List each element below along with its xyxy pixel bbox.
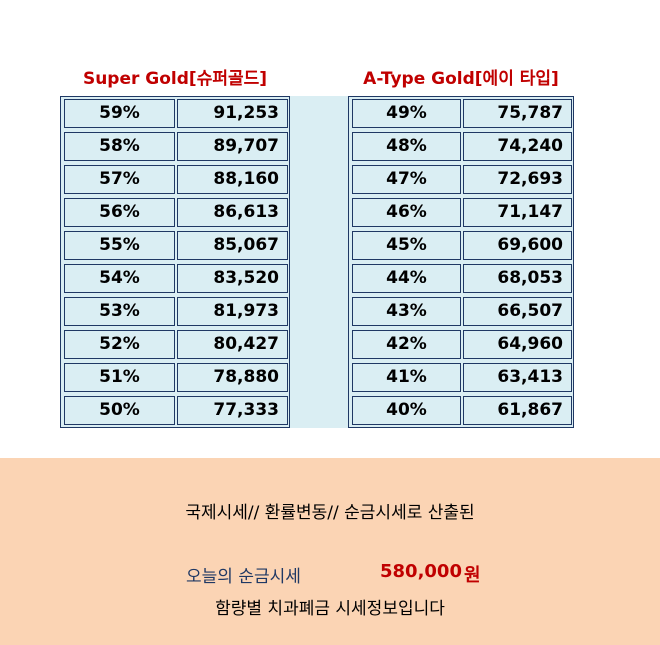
percent-cell: 47% [352,165,461,194]
percent-cell: 40% [352,396,461,425]
percent-cell: 42% [352,330,461,359]
table-row: 59% 91,253 [61,97,289,130]
footer-description-text: 함량별 치과폐금 시세정보입니다 [215,599,445,619]
price-cell: 71,147 [463,198,572,227]
table-row: 52% 80,427 [61,328,289,361]
table-row: 57% 88,160 [61,163,289,196]
price-cell: 77,333 [177,396,288,425]
table-spacer-band [290,96,348,428]
table-row: 43% 66,507 [349,295,573,328]
table-row: 46% 71,147 [349,196,573,229]
price-cell: 75,787 [463,99,572,128]
price-cell: 80,427 [177,330,288,359]
table-row: 55% 85,067 [61,229,289,262]
percent-cell: 45% [352,231,461,260]
title-super-gold: Super Gold[슈퍼골드] [82,69,268,89]
table-row: 42% 64,960 [349,328,573,361]
table-row: 47% 72,693 [349,163,573,196]
table-row: 58% 89,707 [61,130,289,163]
percent-cell: 57% [64,165,175,194]
percent-cell: 59% [64,99,175,128]
price-cell: 61,867 [463,396,572,425]
price-cell: 72,693 [463,165,572,194]
price-cell: 63,413 [463,363,572,392]
percent-cell: 41% [352,363,461,392]
today-price-unit: 원 [464,565,481,586]
price-cell: 91,253 [177,99,288,128]
percent-cell: 56% [64,198,175,227]
price-cell: 66,507 [463,297,572,326]
percent-cell: 49% [352,99,461,128]
table-row: 44% 68,053 [349,262,573,295]
price-cell: 85,067 [177,231,288,260]
table-row: 41% 63,413 [349,361,573,394]
percent-cell: 43% [352,297,461,326]
table-row: 49% 75,787 [349,97,573,130]
price-cell: 74,240 [463,132,572,161]
percent-cell: 46% [352,198,461,227]
percent-cell: 53% [64,297,175,326]
price-cell: 78,880 [177,363,288,392]
table-row: 40% 61,867 [349,394,573,427]
percent-cell: 44% [352,264,461,293]
price-cell: 86,613 [177,198,288,227]
table-row: 53% 81,973 [61,295,289,328]
price-cell: 64,960 [463,330,572,359]
table-row: 48% 74,240 [349,130,573,163]
a-type-gold-table: 49% 75,787 48% 74,240 47% 72,693 46% 71,147 45% 6… [348,96,574,428]
title-a-type-gold: A-Type Gold[에이 타입] [363,69,559,89]
percent-cell: 58% [64,132,175,161]
price-cell: 89,707 [177,132,288,161]
table-row: 56% 86,613 [61,196,289,229]
today-price-line: 오늘의 순금시세 580,000 원 [186,560,506,587]
price-cell: 83,520 [177,264,288,293]
table-row: 54% 83,520 [61,262,289,295]
price-cell: 81,973 [177,297,288,326]
footer-basis-text: 국제시세// 환률변동// 순금시세로 산출된 [185,503,475,523]
table-row: 50% 77,333 [61,394,289,427]
price-cell: 88,160 [177,165,288,194]
percent-cell: 52% [64,330,175,359]
table-row: 45% 69,600 [349,229,573,262]
percent-cell: 51% [64,363,175,392]
today-price-label: 오늘의 순금시세 [186,567,301,587]
price-cell: 68,053 [463,264,572,293]
price-info-footer: 국제시세// 환률변동// 순금시세로 산출된 오늘의 순금시세 580,000… [0,458,660,645]
percent-cell: 55% [64,231,175,260]
percent-cell: 54% [64,264,175,293]
price-cell: 69,600 [463,231,572,260]
today-price-value: 580,000 [380,561,462,582]
table-row: 51% 78,880 [61,361,289,394]
percent-cell: 48% [352,132,461,161]
percent-cell: 50% [64,396,175,425]
super-gold-table: 59% 91,253 58% 89,707 57% 88,160 56% 86,613 55% 8… [60,96,290,428]
